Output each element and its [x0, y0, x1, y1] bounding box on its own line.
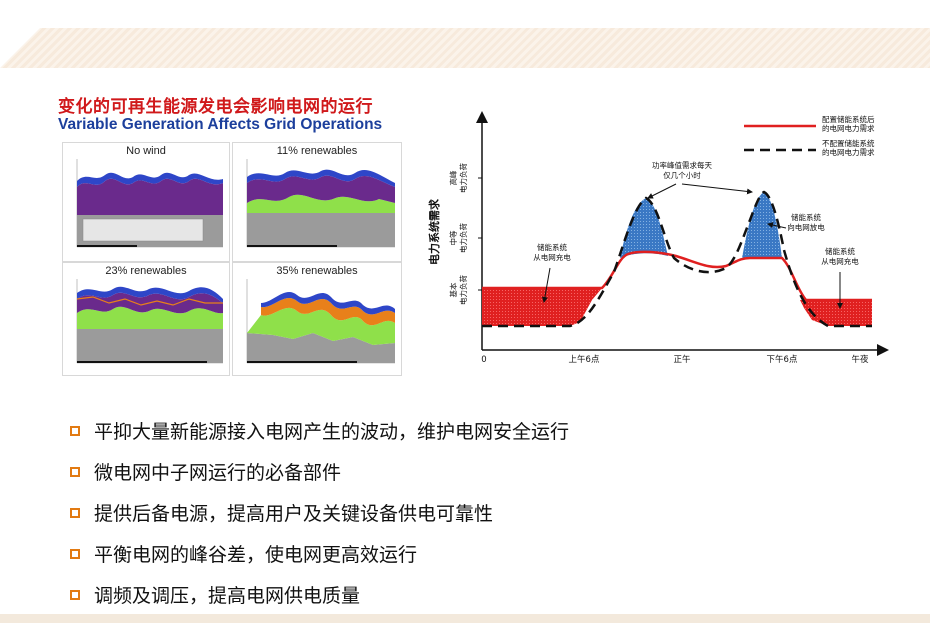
panel-11-renewables: 11% renewables: [232, 142, 402, 262]
bullet-text: 平抑大量新能源接入电网产生的波动，维护电网安全运行: [94, 421, 570, 443]
legend-label-without-storage: 不配置储能系统: [822, 138, 875, 148]
legend-label-with-storage: 配置储能系统后: [822, 114, 875, 124]
bullet-text: 提供后备电源，提高用户及关键设备供电可靠性: [94, 503, 494, 525]
panel-35-plot: [246, 279, 395, 364]
svg-text:向电网放电: 向电网放电: [787, 222, 825, 232]
panel-23-plot: [76, 279, 223, 364]
x-tick-evening: 下午6点: [767, 354, 798, 365]
bullet-marker-icon: [70, 466, 80, 477]
annotation-discharge: 储能系统: [791, 212, 821, 222]
x-tick-0: 0: [481, 355, 486, 365]
y-level-peak: 高峰 电力负荷: [448, 163, 468, 193]
header-band-corner: [0, 28, 40, 68]
bullet-item: 微电网中子网运行的必备部件: [70, 451, 569, 492]
bullet-text: 调频及调压，提高电网供电质量: [94, 585, 361, 607]
legend: 配置储能系统后 的电网电力需求 不配置储能系统 的电网电力需求: [744, 114, 875, 157]
panel-title: No wind: [126, 145, 166, 157]
svg-text:从电网充电: 从电网充电: [533, 252, 571, 262]
x-tick-noon: 正午: [673, 354, 691, 365]
without-storage-line: [482, 190, 872, 328]
bullet-marker-icon: [70, 589, 80, 600]
panel-no-wind-plot: [76, 159, 223, 248]
svg-text:中等: 中等: [448, 230, 458, 245]
y-level-base: 基本 电力负荷: [448, 275, 468, 305]
slide-title-en: Variable Generation Affects Grid Operati…: [58, 116, 383, 133]
svg-text:的电网电力需求: 的电网电力需求: [822, 123, 875, 133]
bullet-item: 提供后备电源，提高用户及关键设备供电可靠性: [70, 492, 569, 533]
panel-title: 23% renewables: [105, 265, 187, 277]
discharge-area-right: [742, 192, 782, 258]
svg-text:从电网充电: 从电网充电: [821, 256, 859, 266]
panel-no-wind: No wind: [62, 142, 230, 262]
bullet-text: 微电网中子网运行的必备部件: [94, 462, 342, 484]
bullet-item: 平衡电网的峰谷差，使电网更高效运行: [70, 533, 569, 574]
annotation-peak-note: 功率峰值需求每天: [652, 160, 712, 170]
panel-23-renewables: 23% renewables: [62, 262, 230, 376]
bullet-marker-icon: [70, 548, 80, 559]
bullet-list: 平抑大量新能源接入电网产生的波动，维护电网安全运行 微电网中子网运行的必备部件 …: [70, 410, 569, 615]
charge-area-right: [800, 300, 872, 326]
y-level-mid: 中等 电力负荷: [448, 223, 468, 253]
svg-text:电力负荷: 电力负荷: [458, 163, 468, 193]
bullet-item: 平抑大量新能源接入电网产生的波动，维护电网安全运行: [70, 410, 569, 451]
panel-35-renewables: 35% renewables: [232, 262, 402, 376]
footer-band: [0, 614, 930, 623]
svg-text:基本: 基本: [448, 282, 458, 297]
svg-text:高峰: 高峰: [448, 170, 458, 185]
svg-text:电力负荷: 电力负荷: [458, 275, 468, 305]
svg-text:的电网电力需求: 的电网电力需求: [822, 147, 875, 157]
panel-title: 11% renewables: [276, 145, 358, 157]
bullet-marker-icon: [70, 425, 80, 436]
bullet-marker-icon: [70, 507, 80, 518]
bullet-item: 调频及调压，提高电网供电质量: [70, 574, 569, 615]
with-storage-line: [482, 250, 872, 302]
load-curve-chart: 电力系统需求 高峰 电力负荷 中等 电力负荷 基本 电力负荷 0 上午6点 正午…: [427, 111, 889, 365]
x-tick-morning: 上午6点: [569, 354, 600, 365]
charge-area-left: [482, 288, 602, 326]
y-axis-label: 电力系统需求: [427, 198, 441, 265]
bullet-text: 平衡电网的峰谷差，使电网更高效运行: [94, 544, 418, 566]
slide-title-cn: 变化的可再生能源发电会影响电网的运行: [58, 97, 373, 117]
svg-text:电力负荷: 电力负荷: [458, 223, 468, 253]
panel-title: 35% renewables: [276, 265, 358, 277]
annotation-charge-left: 储能系统: [537, 242, 567, 252]
svg-text:仅几个小时: 仅几个小时: [663, 170, 701, 180]
annotation-charge-right: 储能系统: [825, 246, 855, 256]
header-band: [0, 28, 930, 68]
discharge-area-left: [620, 198, 668, 258]
panel-11-plot: [246, 159, 395, 248]
x-tick-midnight: 午夜: [851, 354, 869, 365]
